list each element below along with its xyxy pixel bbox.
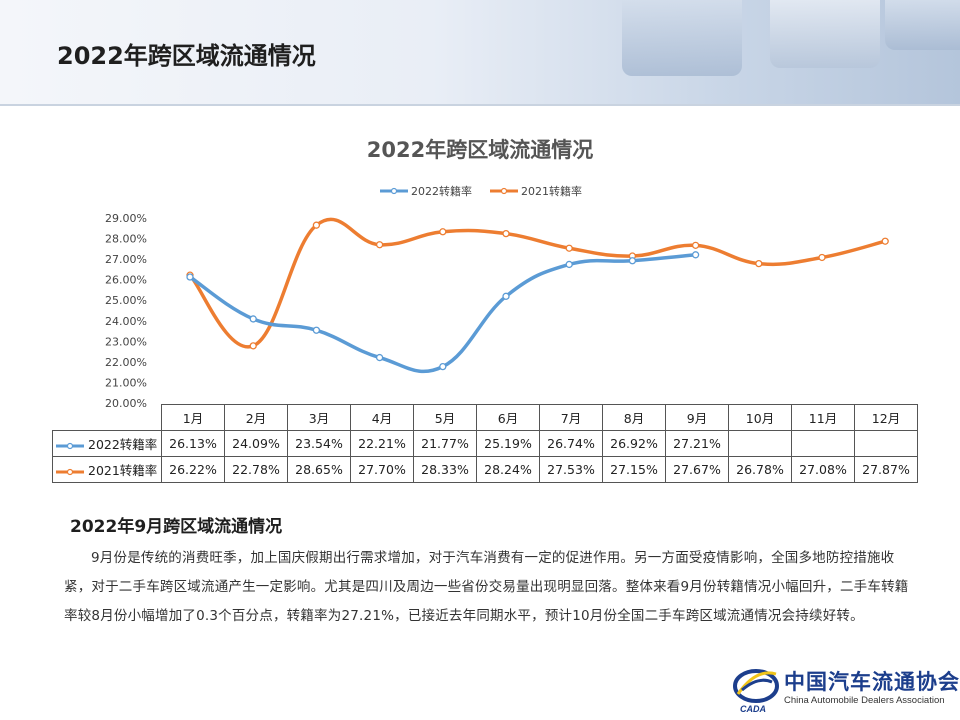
x-tick-label: 7月 <box>539 404 603 431</box>
x-tick-label: 12月 <box>854 404 918 431</box>
data-label: 27.87% <box>854 456 918 483</box>
data-label: 22.78% <box>224 456 288 483</box>
x-tick-label: 4月 <box>350 404 414 431</box>
x-tick-label: 3月 <box>287 404 351 431</box>
header-banner <box>0 0 960 104</box>
legend-label: 2022转籍率 <box>411 184 472 198</box>
y-tick-label: 24.00% <box>105 315 147 328</box>
banner-decoration <box>622 0 742 76</box>
x-tick-label: 11月 <box>791 404 855 431</box>
data-point <box>565 260 573 269</box>
y-tick-label: 27.00% <box>105 253 147 266</box>
data-point <box>628 257 637 265</box>
x-tick-label: 1月 <box>161 404 225 431</box>
data-point <box>502 292 510 300</box>
data-label: 27.21% <box>665 430 729 457</box>
data-point <box>881 237 889 245</box>
x-tick-label: 9月 <box>665 404 729 431</box>
table-row: 2022转籍率 26.13% 24.09% 23.54% 22.21% 21.77% 25.… <box>52 430 918 457</box>
data-label: 24.09% <box>224 430 288 457</box>
data-point <box>691 251 700 259</box>
y-tick-label: 26.00% <box>105 274 147 287</box>
table-corner <box>52 404 162 431</box>
association-logo: CADA 中国汽车流通协会 China Automobile Dealers A… <box>732 660 960 716</box>
series-label: 2022转籍率 <box>52 430 162 457</box>
data-point <box>312 221 321 229</box>
chart-data-table: 1月 2月 3月 4月 5月 6月 7月 8月 9月 10月 11月 12月 2022转籍率 26.13%… <box>52 404 918 483</box>
page-title: 2022年跨区域流通情况 <box>57 42 316 70</box>
legend-key <box>56 468 84 475</box>
data-label: 23.54% <box>287 430 351 457</box>
series-line <box>188 253 698 374</box>
data-label: 27.08% <box>791 456 855 483</box>
data-point <box>502 229 510 238</box>
data-point <box>249 315 257 323</box>
data-label: 28.65% <box>287 456 351 483</box>
data-point <box>375 353 384 362</box>
data-label: 26.78% <box>728 456 792 483</box>
x-tick-label: 2月 <box>224 404 288 431</box>
data-point <box>312 326 321 334</box>
logo-mark-text: CADA <box>740 704 766 714</box>
chart-title: 2022年跨区域流通情况 <box>366 138 594 162</box>
data-label: 26.92% <box>602 430 666 457</box>
legend-key <box>56 442 84 449</box>
y-tick-label: 21.00% <box>105 376 147 389</box>
data-point <box>439 362 447 371</box>
data-label <box>791 430 855 457</box>
data-point <box>755 259 763 268</box>
data-point <box>186 273 194 281</box>
y-tick-label: 29.00% <box>105 212 147 225</box>
divider <box>0 104 960 106</box>
cada-logo-icon: CADA <box>733 669 779 714</box>
data-label: 28.24% <box>476 456 540 483</box>
data-point <box>565 244 573 252</box>
y-tick-label: 23.00% <box>105 335 147 348</box>
data-label: 26.13% <box>161 430 225 457</box>
data-point <box>818 253 826 262</box>
banner-decoration <box>770 0 880 68</box>
data-label: 26.74% <box>539 430 603 457</box>
data-label: 27.70% <box>350 456 414 483</box>
banner-decoration <box>885 0 960 50</box>
logo-name-cn: 中国汽车流通协会 <box>784 669 960 694</box>
data-point <box>249 342 257 350</box>
data-point <box>375 241 384 249</box>
data-label <box>728 430 792 457</box>
analysis-paragraph: 9月份是传统的消费旺季，加上国庆假期出行需求增加，对于汽车消费有一定的促进作用。… <box>64 550 909 624</box>
y-tick-label: 25.00% <box>105 294 147 307</box>
data-label: 27.15% <box>602 456 666 483</box>
section-title: 2022年9月跨区域流通情况 <box>70 517 283 537</box>
legend-marker <box>390 187 398 195</box>
x-tick-label: 10月 <box>728 404 792 431</box>
y-tick-label: 22.00% <box>105 356 147 369</box>
logo-name-en: China Automobile Dealers Association <box>784 695 945 706</box>
series-name: 2022转籍率 <box>88 437 158 452</box>
data-label: 22.21% <box>350 430 414 457</box>
x-tick-label: 5月 <box>413 404 477 431</box>
data-point <box>691 241 700 249</box>
y-tick-label: 28.00% <box>105 233 147 246</box>
x-tick-label: 6月 <box>476 404 540 431</box>
data-label: 27.53% <box>539 456 603 483</box>
table-row: 2021转籍率 26.22% 22.78% 28.65% 27.70% 28.33% 28.… <box>52 456 918 483</box>
series-name: 2021转籍率 <box>88 463 158 478</box>
legend-label: 2021转籍率 <box>521 184 582 198</box>
data-label: 26.22% <box>161 456 225 483</box>
series-label: 2021转籍率 <box>52 456 162 483</box>
x-tick-label: 8月 <box>602 404 666 431</box>
legend-marker <box>500 187 508 195</box>
data-label: 28.33% <box>413 456 477 483</box>
data-label <box>854 430 918 457</box>
data-label: 25.19% <box>476 430 540 457</box>
data-label: 21.77% <box>413 430 477 457</box>
data-point <box>439 228 447 236</box>
data-label: 27.67% <box>665 456 729 483</box>
